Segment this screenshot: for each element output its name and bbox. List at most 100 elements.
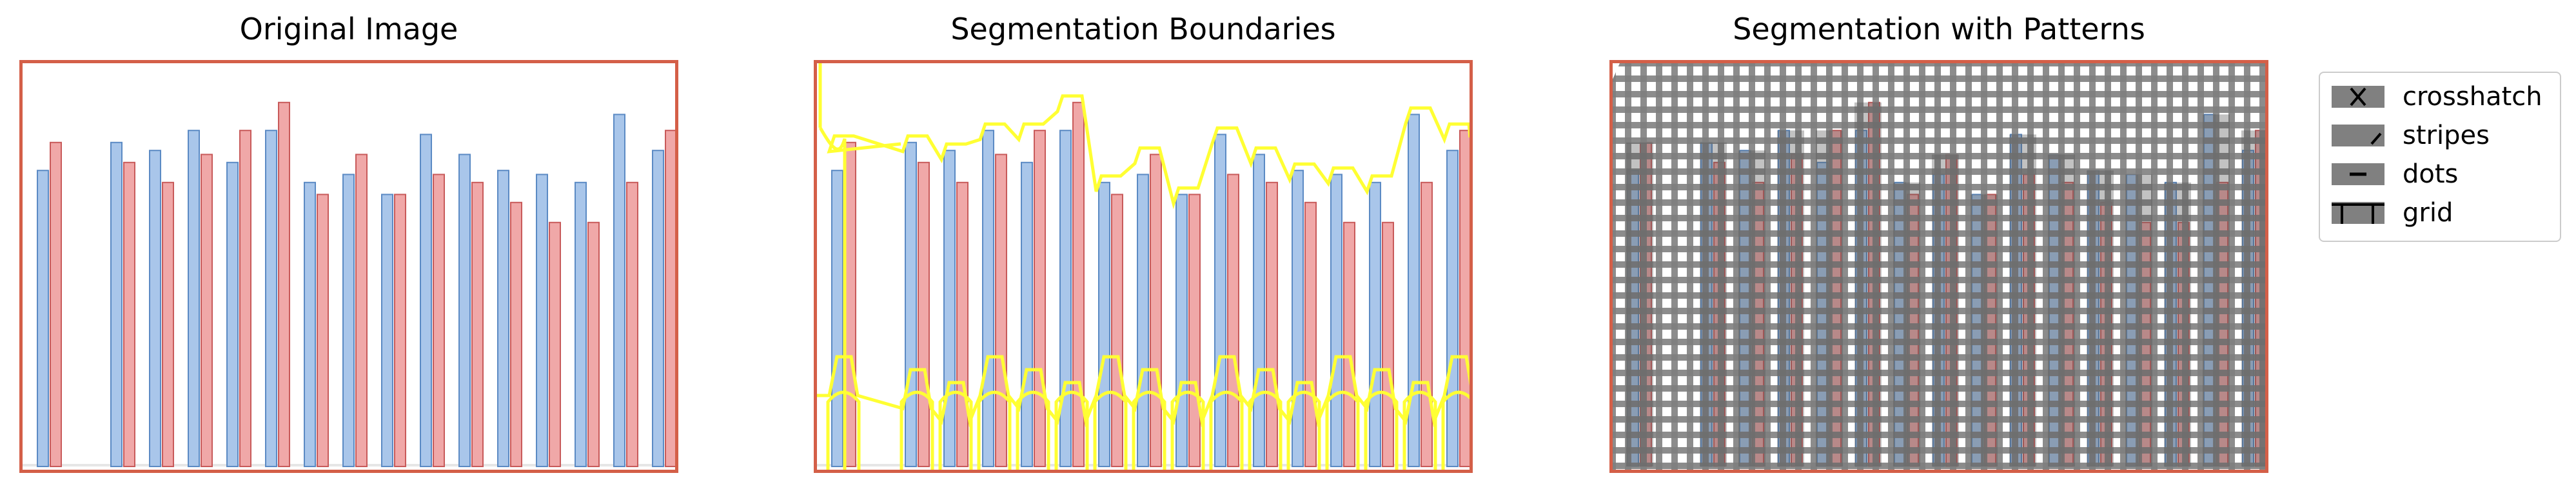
original-bar-blue [149, 150, 161, 467]
segment-boundary-column [1248, 390, 1283, 473]
pattern-overlay-column [1932, 154, 1959, 466]
original-bar-red [510, 201, 522, 468]
boundary-bar-red [995, 154, 1007, 467]
original-bar-blue [613, 114, 625, 467]
pattern-overlay-column [2164, 182, 2191, 466]
boundary-bar-blue [982, 130, 994, 467]
crosshatch-pattern-icon [2332, 86, 2384, 108]
boundary-bar-blue [905, 141, 917, 468]
pattern-overlay-column [2125, 174, 2152, 466]
boundary-bar-red [1382, 221, 1394, 468]
boundary-bar-red [1034, 130, 1046, 467]
boundary-bar-red [1188, 194, 1201, 467]
boundary-bar-blue [1292, 170, 1304, 467]
original-bar-red [201, 154, 213, 467]
boundary-bar-red [1227, 174, 1239, 467]
original-bar-red [239, 130, 251, 467]
original-bar-blue [536, 174, 548, 467]
segmentation-boundaries-panel [814, 60, 1473, 473]
pattern-overlay-column [2048, 154, 2075, 466]
original-bar-red [665, 130, 677, 467]
boundary-bar-blue [831, 170, 843, 467]
legend-label: stripes [2403, 121, 2490, 150]
original-bar-red [162, 181, 174, 468]
segment-boundary-column [900, 390, 934, 473]
original-bar-blue [652, 150, 664, 467]
boundary-bar-blue [1098, 181, 1110, 468]
segment-boundary-column [1132, 390, 1166, 473]
segment-boundary-column [1054, 390, 1089, 473]
legend: crosshatch stripes dots grid [2319, 72, 2561, 242]
original-bar-red [626, 181, 638, 468]
boundary-bar-blue [1021, 161, 1033, 468]
legend-item-grid: grid [2320, 194, 2560, 233]
boundary-bar-red [1072, 101, 1085, 468]
original-bar-blue [420, 134, 432, 467]
legend-item-crosshatch: crosshatch [2320, 78, 2560, 117]
boundary-bar-blue [1253, 154, 1265, 467]
segment-boundary-lower [814, 355, 1473, 428]
boundary-bar-blue [1175, 194, 1188, 467]
legend-item-stripes: stripes [2320, 117, 2560, 155]
original-bar-blue [458, 154, 471, 467]
original-bar-blue [304, 181, 316, 468]
pattern-overlay-column [1626, 142, 1653, 467]
boundary-bar-red [1421, 181, 1433, 468]
boundary-bar-red [1459, 130, 1471, 467]
original-bar-blue [37, 170, 49, 467]
legend-item-dots: dots [2320, 155, 2560, 194]
original-bar-blue [226, 161, 239, 468]
segment-boundary-column [1209, 390, 1244, 473]
segmentation-patterns-image [1609, 60, 2268, 473]
boundary-bar-red [918, 161, 930, 468]
pattern-overlay-column [1893, 182, 1920, 466]
original-bar-red [471, 181, 484, 468]
original-bar-red [50, 141, 62, 468]
original-bar-blue [381, 194, 393, 467]
boundary-bar-blue [943, 150, 956, 467]
segment-boundary-column [1286, 390, 1321, 473]
original-bar-red [355, 154, 368, 467]
stripes-pattern-icon [2332, 125, 2384, 146]
original-bar-red [123, 161, 135, 468]
segment-boundary-column [977, 390, 1012, 473]
segment-boundary-column [1325, 390, 1360, 473]
segment-boundary-column [1093, 390, 1128, 473]
pattern-overlay-column [1700, 142, 1727, 467]
original-bar-red [317, 194, 329, 467]
original-bar-blue [342, 174, 355, 467]
pattern-overlay-column [2203, 114, 2230, 466]
pattern-overlay-column [2087, 170, 2114, 466]
segmentation-boundaries-image [814, 60, 1473, 473]
segment-boundary-column [1170, 390, 1205, 473]
panel-title-original: Original Image [239, 12, 458, 46]
boundary-bar-blue [1408, 114, 1420, 467]
segment-boundary-left [818, 60, 847, 473]
pattern-overlay-column [1971, 194, 1998, 466]
boundary-bar-red [1266, 181, 1278, 468]
boundary-bar-red [1343, 221, 1355, 468]
original-bar-blue [110, 141, 123, 468]
pattern-overlay-column [1777, 130, 1804, 466]
legend-label: grid [2403, 198, 2453, 228]
segment-boundary-column [938, 390, 973, 473]
segment-boundary-column [1402, 390, 1437, 473]
segment-boundary-column [826, 390, 861, 473]
boundary-bar-red [956, 181, 968, 468]
dots-pattern-icon [2332, 163, 2384, 185]
boundary-bar-red [1111, 194, 1123, 467]
original-image-panel [19, 60, 678, 473]
original-bar-red [587, 221, 600, 468]
pattern-overlay-column [1738, 150, 1765, 466]
segment-boundary-column [1364, 390, 1399, 473]
boundary-bar-blue [1369, 181, 1381, 468]
boundary-bar-blue [1137, 174, 1149, 467]
legend-label: dots [2403, 159, 2459, 189]
pattern-overlay-column [1816, 130, 1843, 466]
original-bar-blue [188, 130, 200, 467]
pattern-overlay-column [2241, 130, 2268, 466]
segment-boundary-top [827, 94, 1472, 210]
original-image [19, 101, 678, 468]
segment-boundary-column [1016, 390, 1050, 473]
boundary-bar-blue [1059, 130, 1072, 467]
